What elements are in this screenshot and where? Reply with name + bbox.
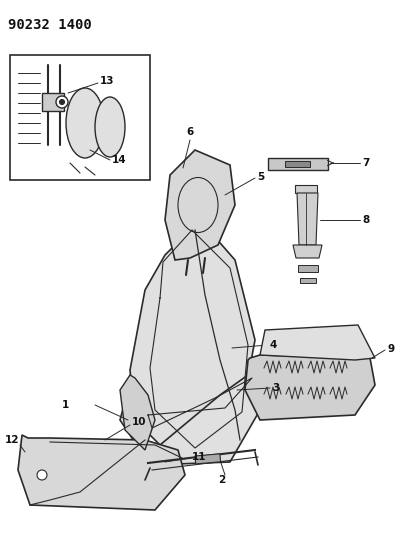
Text: 13: 13 xyxy=(100,76,115,86)
Circle shape xyxy=(56,96,68,108)
Bar xyxy=(10,55,150,180)
Bar xyxy=(300,278,316,283)
Ellipse shape xyxy=(95,97,125,157)
Text: 14: 14 xyxy=(112,155,127,165)
Text: 3: 3 xyxy=(272,383,279,393)
Bar xyxy=(298,265,318,272)
Polygon shape xyxy=(297,193,318,245)
Text: 90232 1400: 90232 1400 xyxy=(8,18,92,32)
Polygon shape xyxy=(120,370,260,465)
Circle shape xyxy=(37,470,47,480)
Bar xyxy=(268,158,328,170)
Bar xyxy=(295,185,317,193)
Text: 10: 10 xyxy=(132,417,147,427)
Text: 4: 4 xyxy=(270,340,277,350)
Bar xyxy=(285,161,310,167)
Polygon shape xyxy=(120,375,155,450)
Text: 8: 8 xyxy=(362,215,369,225)
Bar xyxy=(195,454,220,464)
Ellipse shape xyxy=(66,88,104,158)
Polygon shape xyxy=(245,355,375,420)
Polygon shape xyxy=(293,245,322,258)
Polygon shape xyxy=(130,220,255,460)
Text: 2: 2 xyxy=(218,475,225,485)
Polygon shape xyxy=(165,150,235,260)
Text: 9: 9 xyxy=(387,344,394,354)
Text: 6: 6 xyxy=(186,127,193,137)
Text: 1: 1 xyxy=(62,400,69,410)
Circle shape xyxy=(60,100,64,104)
Bar xyxy=(42,93,64,111)
Text: 11: 11 xyxy=(192,452,207,462)
Polygon shape xyxy=(260,325,375,360)
Polygon shape xyxy=(18,435,185,510)
Text: 12: 12 xyxy=(5,435,19,445)
Text: 7: 7 xyxy=(362,158,369,168)
Text: 5: 5 xyxy=(257,172,264,182)
